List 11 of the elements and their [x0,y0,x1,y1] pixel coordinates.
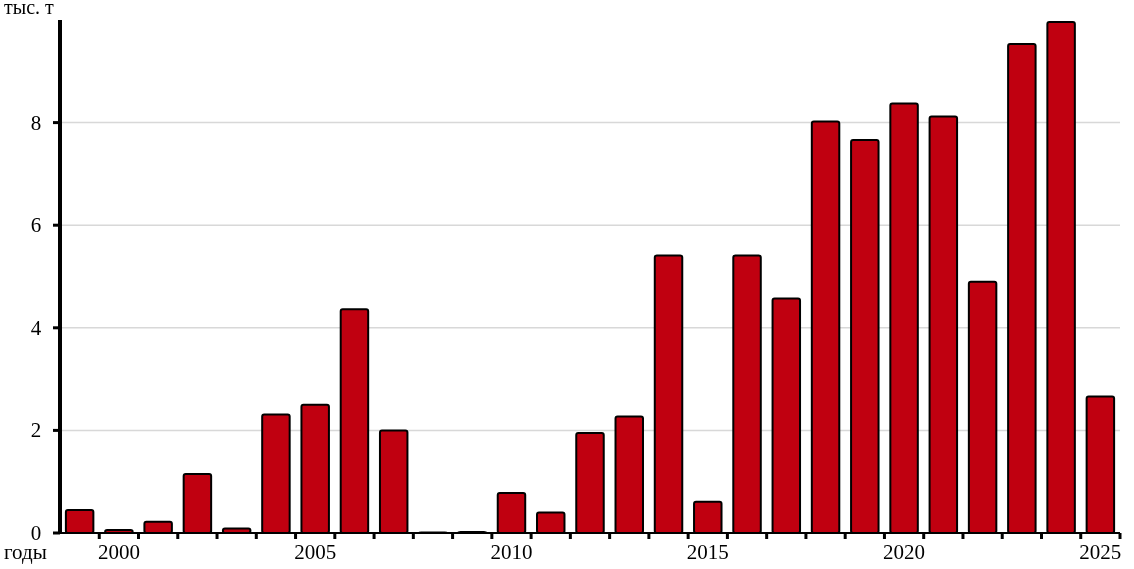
y-axis-title: тыс. т [4,0,55,18]
x-tick-label: 2005 [294,540,337,564]
y-tick-label: 6 [30,213,42,238]
x-tick-label: 2020 [883,540,926,564]
x-tick-label: 2000 [97,540,140,564]
y-tick-label: 4 [30,315,42,340]
y-tick-label: 8 [30,110,42,135]
x-tick-label: 2015 [686,540,729,564]
x-tick-label: 2025 [1079,540,1122,564]
x-tick-label: 2010 [490,540,533,564]
y-tick-label: 2 [30,418,42,443]
